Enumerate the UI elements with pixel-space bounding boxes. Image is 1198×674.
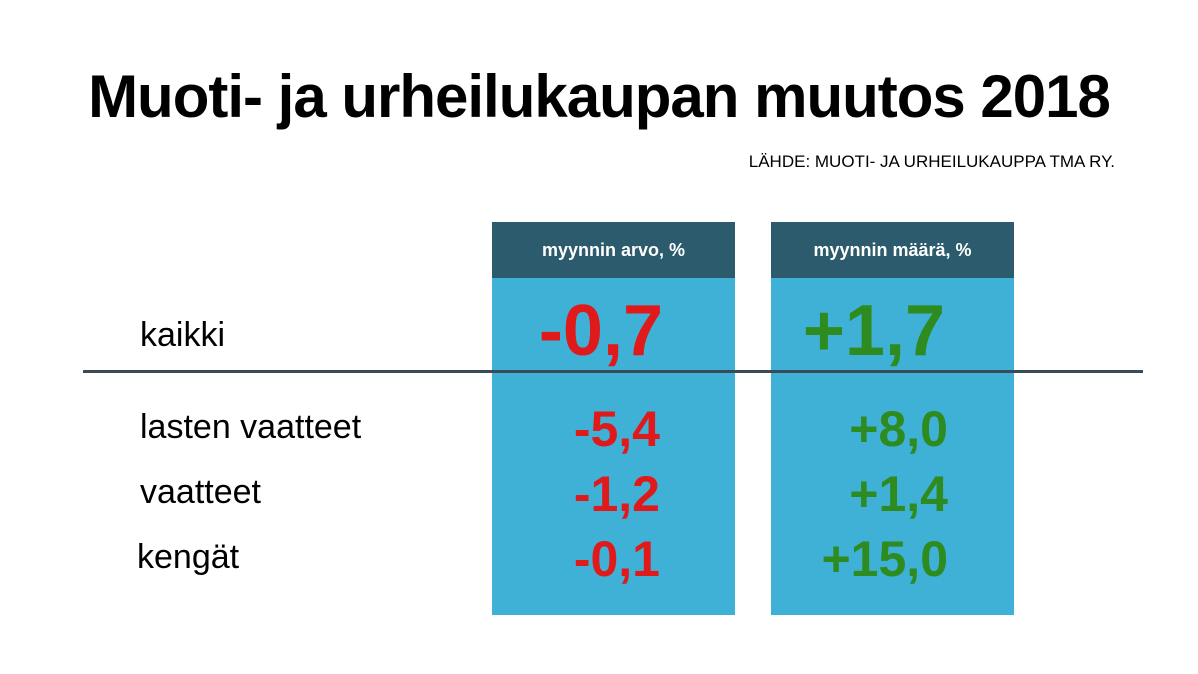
column-header: myynnin määrä, % — [771, 222, 1014, 278]
value: -5,4 — [573, 401, 660, 457]
column-header: myynnin arvo, % — [492, 222, 735, 278]
row-label: lasten vaatteet — [140, 408, 362, 446]
column-box — [771, 278, 1014, 615]
value: -0,7 — [538, 291, 663, 371]
value: +8,0 — [849, 401, 948, 457]
column-box — [492, 278, 735, 615]
row-label: kengät — [137, 538, 240, 576]
title: Muoti- ja urheilukaupan muutos 2018 — [88, 63, 1111, 130]
value: +1,4 — [849, 466, 948, 522]
value: +1,7 — [802, 291, 945, 371]
value: -0,1 — [573, 531, 660, 587]
row-label: vaatteet — [140, 473, 261, 511]
row-label: kaikki — [140, 316, 226, 354]
divider — [83, 370, 1143, 373]
value: +15,0 — [821, 531, 948, 587]
value: -1,2 — [573, 466, 660, 522]
source: LÄHDE: MUOTI- JA URHEILUKAUPPA TMA RY. — [748, 152, 1115, 171]
